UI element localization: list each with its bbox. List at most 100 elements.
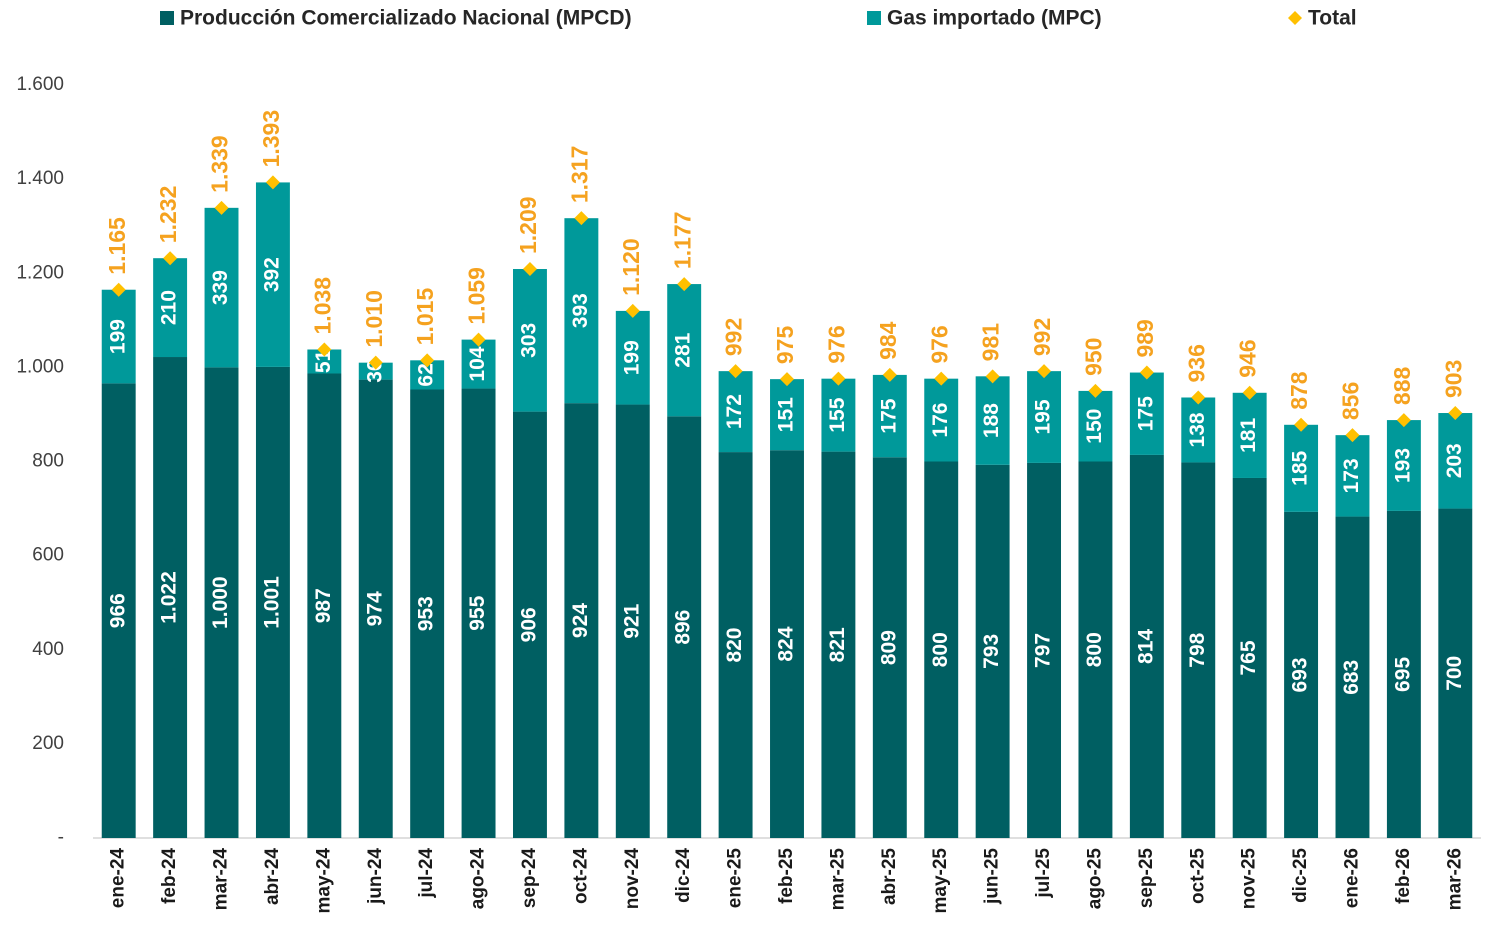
bar-segment bbox=[872, 374, 907, 458]
x-tick-label: may-25 bbox=[930, 848, 951, 914]
x-tick-label: feb-24 bbox=[159, 848, 180, 904]
x-tick-label: ene-26 bbox=[1341, 848, 1362, 908]
data-label: 104 bbox=[466, 346, 489, 381]
data-label: 765 bbox=[1237, 640, 1260, 675]
bar-segment bbox=[1181, 397, 1216, 463]
bar-segment bbox=[255, 366, 290, 838]
bar-segment bbox=[1386, 420, 1421, 511]
x-tick-label: nov-24 bbox=[622, 848, 643, 910]
total-marker bbox=[317, 342, 332, 357]
bar-segment bbox=[1232, 392, 1267, 478]
data-label: 303 bbox=[518, 323, 541, 358]
data-label: 797 bbox=[1032, 633, 1055, 668]
total-label: 992 bbox=[721, 318, 747, 356]
bar-segment bbox=[1129, 372, 1164, 455]
bar-segment bbox=[461, 339, 496, 389]
x-tick-label: mar-26 bbox=[1444, 848, 1465, 910]
data-label: 683 bbox=[1340, 660, 1363, 695]
bar-segment bbox=[358, 379, 393, 838]
total-label: 989 bbox=[1132, 319, 1158, 357]
total-label: 1.120 bbox=[618, 238, 644, 296]
bar-segment bbox=[667, 416, 702, 838]
total-label: 878 bbox=[1286, 371, 1312, 410]
data-label: 1.001 bbox=[260, 576, 283, 629]
data-label: 150 bbox=[1083, 409, 1106, 444]
bar-segment bbox=[718, 452, 753, 838]
x-tick-label: ene-24 bbox=[108, 848, 129, 909]
x-tick-label: jul-24 bbox=[416, 848, 437, 899]
bar-segment bbox=[718, 371, 753, 453]
data-label: 974 bbox=[363, 591, 386, 626]
total-label: 1.177 bbox=[669, 212, 695, 270]
bar-segment bbox=[358, 362, 393, 380]
data-label: 987 bbox=[312, 588, 335, 623]
data-label: 185 bbox=[1289, 450, 1312, 485]
total-label: 981 bbox=[978, 323, 1004, 362]
data-label: 953 bbox=[415, 596, 438, 631]
total-label: 1.317 bbox=[566, 146, 592, 204]
x-tick-label: dic-25 bbox=[1290, 848, 1311, 903]
total-marker bbox=[1294, 417, 1309, 432]
data-label: 151 bbox=[775, 397, 798, 432]
data-label: 700 bbox=[1443, 656, 1466, 691]
total-marker bbox=[882, 367, 897, 382]
data-label: 821 bbox=[826, 627, 849, 662]
total-label: 856 bbox=[1338, 382, 1364, 420]
total-label: 1.015 bbox=[412, 288, 438, 346]
bar-segment bbox=[153, 357, 188, 838]
bar-segment bbox=[564, 403, 599, 838]
total-marker bbox=[1037, 364, 1052, 379]
total-label: 1.165 bbox=[104, 217, 130, 275]
data-label: 181 bbox=[1237, 418, 1260, 453]
data-label: 814 bbox=[1134, 629, 1157, 664]
x-tick-label: abr-25 bbox=[879, 848, 900, 905]
data-label: 203 bbox=[1443, 443, 1466, 478]
total-marker bbox=[420, 353, 435, 368]
total-label: 984 bbox=[875, 321, 901, 360]
total-marker bbox=[985, 369, 1000, 384]
bar-segment bbox=[667, 284, 702, 417]
total-label: 950 bbox=[1081, 338, 1107, 376]
x-tick-label: sep-25 bbox=[1136, 848, 1157, 909]
x-tick-label: oct-25 bbox=[1187, 848, 1208, 904]
data-label: 188 bbox=[980, 403, 1003, 438]
data-label: 199 bbox=[620, 340, 643, 375]
bar-segment bbox=[872, 457, 907, 838]
x-tick-label: ene-25 bbox=[725, 848, 746, 909]
total-marker bbox=[831, 371, 846, 386]
total-marker bbox=[265, 175, 280, 190]
y-tick-label: 800 bbox=[32, 451, 64, 472]
bar-segment bbox=[821, 451, 856, 838]
y-tick-label: 400 bbox=[32, 639, 64, 660]
total-label: 903 bbox=[1440, 360, 1466, 398]
total-label: 936 bbox=[1183, 344, 1209, 382]
data-label: 193 bbox=[1391, 448, 1414, 483]
total-label: 976 bbox=[926, 325, 952, 363]
total-marker bbox=[214, 200, 229, 215]
bar-segment bbox=[564, 218, 599, 404]
x-tick-label: jun-25 bbox=[982, 848, 1003, 905]
data-label: 173 bbox=[1340, 458, 1363, 493]
bar-segment bbox=[1284, 511, 1319, 838]
data-label: 906 bbox=[518, 607, 541, 642]
data-label: 1.000 bbox=[209, 576, 232, 629]
data-label: 800 bbox=[929, 632, 952, 667]
bar-segment bbox=[1181, 462, 1216, 838]
data-label: 966 bbox=[106, 593, 129, 628]
total-label: 1.232 bbox=[155, 186, 181, 244]
data-label: 281 bbox=[672, 332, 695, 367]
data-label: 36 bbox=[363, 359, 386, 382]
total-marker bbox=[574, 211, 589, 226]
total-marker bbox=[1088, 383, 1103, 398]
total-marker bbox=[111, 282, 126, 297]
bar-segment bbox=[770, 379, 804, 451]
data-label: 138 bbox=[1186, 412, 1209, 447]
bar-segment bbox=[204, 367, 239, 838]
x-tick-label: sep-24 bbox=[519, 848, 540, 909]
x-tick-label: may-24 bbox=[313, 848, 334, 914]
legend-swatch bbox=[867, 11, 881, 25]
data-label: 339 bbox=[209, 270, 232, 305]
y-tick-label: 200 bbox=[32, 733, 64, 754]
bar-segment bbox=[255, 182, 290, 367]
total-marker bbox=[1396, 413, 1411, 428]
